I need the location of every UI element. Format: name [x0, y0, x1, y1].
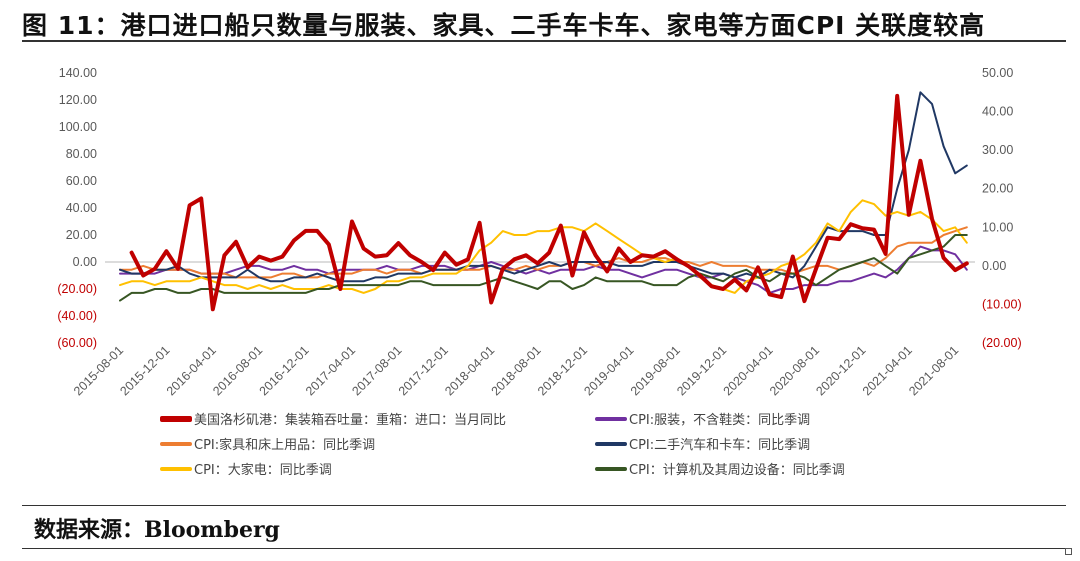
right-axis-tick-label: 40.00: [982, 105, 1013, 119]
legend-swatch: [595, 416, 627, 421]
x-axis-tick-label: 2021-08-01: [906, 343, 961, 398]
left-axis-tick-label: 0.00: [73, 255, 97, 269]
title-divider: [22, 40, 1066, 42]
right-axis-tick-label: 30.00: [982, 143, 1013, 157]
legend-item: CPI：大家电：同比季调: [160, 459, 332, 478]
line-chart: 140.00 120.00 100.00 80.00 60.00 40.00 20.00 0.…: [57, 66, 1022, 398]
source-note: 数据来源：Bloomberg: [34, 517, 280, 543]
left-axis-tick-label: 100.00: [59, 120, 97, 134]
right-axis-tick-label: 20.00: [982, 182, 1013, 196]
legend-item: CPI:家具和床上用品：同比季调: [160, 434, 375, 453]
left-axis-tick-label: 80.00: [66, 147, 97, 161]
legend-item: 美国洛杉矶港：集装箱吞吐量：重箱：进口：当月同比: [160, 409, 506, 428]
left-axis-tick-label: (60.00): [57, 336, 97, 350]
figure-title: 图 11：港口进口船只数量与服装、家具、二手车卡车、家电等方面CPI 关联度较高: [22, 11, 986, 40]
legend-swatch: [160, 441, 192, 446]
right-axis-tick-label: 10.00: [982, 220, 1013, 234]
left-axis-tick-label: 60.00: [66, 174, 97, 188]
left-axis-tick-label: 120.00: [59, 93, 97, 107]
legend-label: CPI:服装，不含鞋类：同比季调: [629, 413, 811, 428]
right-axis-tick-label: (10.00): [982, 297, 1022, 311]
legend-swatch: [160, 466, 192, 471]
series-line-4: [119, 199, 968, 294]
legend-item: CPI:服装，不含鞋类：同比季调: [595, 409, 810, 428]
left-axis-tick-label: (20.00): [57, 282, 97, 296]
legend-item: CPI:二手汽车和卡车：同比季调: [595, 434, 810, 453]
source-divider-bottom: [22, 548, 1066, 549]
legend-label: 美国洛杉矶港：集装箱吞吐量：重箱：进口：当月同比: [194, 413, 507, 428]
legend-label: CPI：大家电：同比季调: [194, 463, 332, 478]
series-line-1: [119, 245, 968, 294]
right-axis-tick-label: 0.00: [982, 259, 1006, 273]
legend-swatch: [595, 466, 627, 471]
series-line-5: [119, 234, 968, 302]
series-line-0: [129, 93, 969, 312]
right-axis-tick-label: (20.00): [982, 336, 1022, 350]
right-axis-tick-label: 50.00: [982, 66, 1013, 80]
left-axis-tick-label: 20.00: [66, 228, 97, 242]
source-divider-top: [22, 505, 1066, 506]
left-axis-tick-label: 140.00: [59, 66, 97, 80]
legend-label: CPI:二手汽车和卡车：同比季调: [629, 438, 811, 453]
legend-label: CPI：计算机及其周边设备：同比季调: [629, 463, 845, 478]
legend-swatch: [595, 441, 627, 446]
left-axis-tick-label: 40.00: [66, 201, 97, 215]
legend-label: CPI:家具和床上用品：同比季调: [194, 438, 376, 453]
left-axis-tick-label: (40.00): [57, 309, 97, 323]
series-line-3: [119, 91, 968, 283]
legend-swatch: [160, 415, 192, 422]
legend-item: CPI：计算机及其周边设备：同比季调: [595, 459, 845, 478]
corner-marker: [1065, 548, 1072, 555]
